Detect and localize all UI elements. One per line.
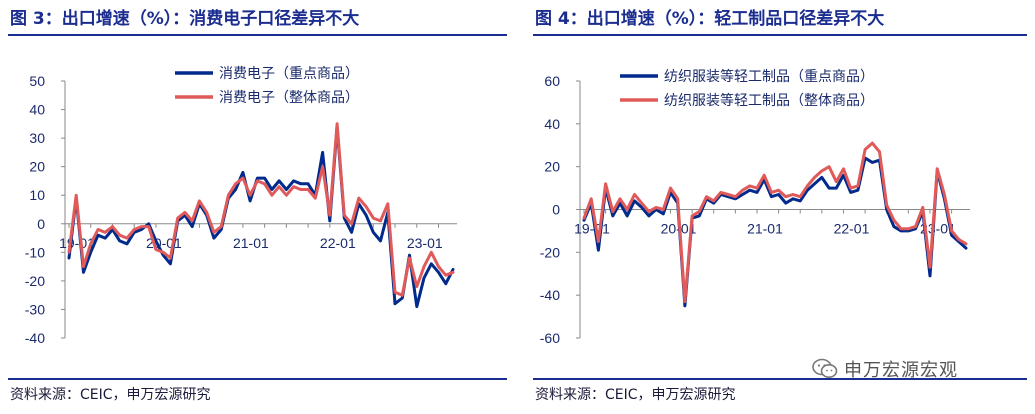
series-line-overall-goods — [67, 122, 455, 297]
y-tick-label: 0 — [37, 216, 45, 232]
watermark: 申万宏源宏观 — [812, 356, 958, 382]
y-tick-label: 40 — [29, 102, 45, 118]
x-tick-label: 23-01 — [407, 235, 443, 251]
legend-label: 纺织服装等轻工制品（重点商品） — [664, 68, 874, 85]
y-tick-label: 0 — [552, 202, 560, 218]
chart-title: 图 3：出口增速（%）：消费电子口径差异不大 — [10, 9, 360, 29]
title-divider — [533, 34, 1027, 36]
y-tick-label: 40 — [544, 116, 560, 132]
y-tick-label: -40 — [540, 287, 560, 303]
y-tick-label: 60 — [544, 73, 560, 89]
wechat-icon — [812, 358, 838, 378]
y-tick-label: -30 — [25, 301, 45, 317]
x-tick-label: 22-01 — [320, 235, 356, 251]
source-note: 资料来源：CEIC，申万宏源研究 — [535, 387, 736, 403]
chart-title: 图 4：出口增速（%）：轻工制品口径差异不大 — [535, 9, 885, 29]
y-tick-label: -40 — [25, 330, 45, 346]
watermark-text: 申万宏源宏观 — [844, 360, 958, 381]
y-tick-label: 50 — [29, 73, 45, 89]
title-divider — [8, 34, 507, 36]
legend-label: 消费电子（整体商品） — [219, 90, 359, 106]
y-tick-label: -60 — [540, 330, 560, 346]
x-tick-label: 19-01 — [59, 235, 95, 251]
legend-label: 消费电子（重点商品） — [219, 66, 359, 82]
source-divider — [533, 378, 1027, 380]
x-tick-label: 21-01 — [233, 235, 269, 251]
series-line-key-goods — [582, 156, 968, 308]
y-tick-label: 30 — [29, 130, 45, 146]
legend-label: 纺织服装等轻工制品（整体商品） — [664, 92, 874, 109]
y-tick-label: 20 — [29, 159, 45, 175]
x-tick-label: 22-01 — [834, 221, 870, 237]
source-note: 资料来源：CEIC，申万宏源研究 — [10, 387, 211, 403]
y-tick-label: 20 — [544, 159, 560, 175]
source-divider — [8, 378, 507, 380]
y-tick-label: 10 — [29, 187, 45, 203]
series-line-overall-goods — [582, 141, 968, 304]
x-tick-label: 19-01 — [574, 221, 610, 237]
chart-panel-left: 图 3：出口增速（%）：消费电子口径差异不大 50 40 30 20 10 0 -10 -20… — [0, 0, 515, 414]
x-tick-label: 21-01 — [747, 221, 783, 237]
y-tick-label: -20 — [25, 273, 45, 289]
chart-panel-right: 图 4：出口增速（%）：轻工制品口径差异不大 60 40 20 0 -20 -40 -60 1… — [525, 0, 1035, 414]
y-tick-label: -10 — [25, 244, 45, 260]
x-tick-label: 23-01 — [920, 221, 956, 237]
y-tick-label: -20 — [540, 244, 560, 260]
